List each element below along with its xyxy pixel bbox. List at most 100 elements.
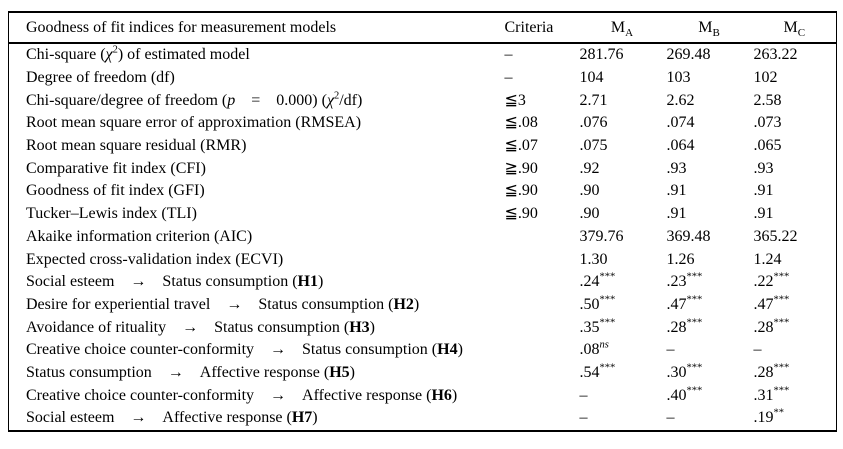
cell-model-b: .91 — [666, 182, 687, 200]
cell-model-a: 1.30 — [579, 250, 608, 268]
cell-model-c: 102 — [753, 69, 778, 87]
cell-label: Degree of freedom (df) — [26, 69, 175, 87]
cell-model-c: 365.22 — [753, 227, 798, 245]
cell-model-c: – — [753, 341, 762, 359]
cell-model-a: .90 — [579, 182, 600, 200]
cell-model-a: .24*** — [579, 271, 616, 291]
model-a-subscript: A — [625, 26, 634, 39]
table-row: Root mean square residual (RMR) ≦.07 .075.… — [9, 135, 837, 158]
cell-model-c: .073 — [753, 114, 782, 132]
cell-model-b: 2.62 — [666, 91, 695, 109]
cell-model-b: .40*** — [666, 385, 703, 404]
cell-model-c: .93 — [753, 159, 774, 177]
cell-model-c: .91 — [753, 182, 774, 200]
cell-model-c: .22*** — [753, 271, 790, 291]
table-row: Chi-square (χ2) of estimated model – 281.7… — [9, 43, 837, 67]
table-row: Degree of freedom (df) – 104 103 102 — [9, 67, 837, 90]
table-row: Goodness of fit index (GFI) ≦.90 .90 .91 .91 — [9, 180, 837, 203]
cell-criteria — [501, 407, 579, 431]
table-row: Status consumption → Affective response … — [9, 362, 837, 385]
cell-criteria — [501, 226, 579, 249]
cell-criteria — [501, 384, 579, 407]
header-title: Goodness of fit indices for measurement … — [8, 12, 501, 44]
table-row: Creative choice counter-conformity → Aff… — [9, 384, 837, 407]
header-model-a: MA — [578, 12, 666, 44]
table-row: Social esteem → Status consumption (H1).… — [9, 271, 837, 294]
cell-label: Goodness of fit index (GFI) — [26, 182, 205, 200]
header-row: Goodness of fit indices for measurement … — [8, 12, 837, 44]
cell-model-c: .19** — [753, 408, 785, 427]
table-row: Comparative fit index (CFI) ≧.90 .92 .93 .93 — [9, 157, 837, 180]
model-b-label: M — [698, 18, 713, 36]
header-criteria: Criteria — [500, 12, 579, 44]
cell-label: Root mean square error of approximation … — [26, 114, 362, 132]
fit-indices-table: Goodness of fit indices for measurement … — [8, 11, 837, 432]
table-row: Desire for experiential travel → Status … — [9, 294, 837, 317]
cell-criteria: ≦.90 — [504, 205, 538, 223]
cell-criteria — [501, 271, 579, 294]
cell-model-c: 263.22 — [753, 46, 798, 64]
header-model-b: MB — [665, 12, 753, 44]
table-row: Akaike information criterion (AIC) 379.76… — [9, 226, 837, 249]
cell-criteria: – — [504, 46, 513, 64]
cell-model-b: .93 — [666, 159, 687, 177]
model-b-subscript: B — [712, 26, 720, 39]
cell-label: Chi-square (χ2) of estimated model — [26, 45, 250, 64]
cell-model-b: .064 — [666, 137, 695, 155]
cell-criteria: – — [504, 69, 513, 87]
cell-model-a: .08ns — [579, 339, 609, 359]
cell-model-c: 1.24 — [753, 250, 782, 268]
cell-model-b: – — [666, 341, 675, 359]
table-row: Avoidance of rituality → Status consumpt… — [9, 316, 837, 339]
cell-model-b: .91 — [666, 205, 687, 223]
cell-criteria — [501, 362, 579, 385]
cell-label: Tucker–Lewis index (TLI) — [26, 205, 197, 223]
cell-model-b: 369.48 — [666, 227, 711, 245]
cell-criteria: ≦.90 — [504, 182, 538, 200]
cell-model-a: .075 — [579, 137, 608, 155]
cell-model-a: 2.71 — [579, 91, 608, 109]
cell-label: Akaike information criterion (AIC) — [26, 227, 253, 245]
cell-label: Status consumption → Affective response … — [26, 363, 355, 381]
cell-model-a: 104 — [579, 69, 604, 87]
cell-model-a: 379.76 — [579, 227, 624, 245]
cell-model-a: .54*** — [579, 362, 616, 381]
cell-model-b: .28*** — [666, 317, 703, 336]
cell-model-b: .074 — [666, 114, 695, 132]
cell-label: Expected cross-validation index (ECVI) — [26, 250, 284, 268]
cell-model-b: 103 — [666, 69, 691, 87]
cell-label: Social esteem → Affective response (H7) — [26, 409, 318, 427]
cell-criteria — [501, 339, 579, 362]
cell-model-c: .47*** — [753, 294, 790, 313]
cell-model-c: .91 — [753, 205, 774, 223]
model-a-label: M — [610, 18, 626, 36]
cell-criteria: ≦.07 — [504, 137, 538, 155]
table-body: Chi-square (χ2) of estimated model – 281.7… — [9, 43, 837, 431]
table-row: Social esteem → Affective response (H7) –… — [9, 407, 837, 431]
cell-label: Avoidance of rituality → Status consumpt… — [26, 318, 375, 336]
table-row: Expected cross-validation index (ECVI) 1.… — [9, 248, 837, 271]
cell-model-a: .35*** — [579, 317, 616, 336]
cell-model-a: – — [579, 386, 588, 404]
cell-model-a: – — [579, 409, 588, 427]
cell-model-b: – — [666, 409, 675, 427]
cell-model-a: .92 — [579, 159, 600, 177]
table-frame: Goodness of fit indices for measurement … — [8, 11, 837, 432]
cell-label: Creative choice counter-conformity → Aff… — [26, 386, 458, 404]
cell-criteria — [501, 294, 579, 317]
cell-model-b: .23*** — [666, 271, 703, 291]
table-row: Tucker–Lewis index (TLI) ≦.90 .90 .91 .91 — [9, 203, 837, 226]
cell-model-a: 281.76 — [579, 46, 624, 64]
cell-model-b: 269.48 — [666, 46, 711, 64]
cell-model-c: .28*** — [753, 362, 790, 381]
cell-model-c: .065 — [753, 137, 782, 155]
cell-label: Desire for experiential travel → Status … — [26, 295, 420, 313]
cell-label: Creative choice counter-conformity → Sta… — [26, 341, 463, 359]
cell-model-b: .47*** — [666, 294, 703, 313]
table-row: Chi-square/degree of freedom (p = 0.000)… — [9, 89, 837, 112]
cell-model-c: 2.58 — [753, 91, 782, 109]
cell-model-b: .30*** — [666, 362, 703, 381]
table-row: Root mean square error of approximation … — [9, 112, 837, 135]
cell-model-c: .31*** — [753, 385, 790, 404]
cell-label: Social esteem → Status consumption (H1) — [26, 273, 324, 291]
